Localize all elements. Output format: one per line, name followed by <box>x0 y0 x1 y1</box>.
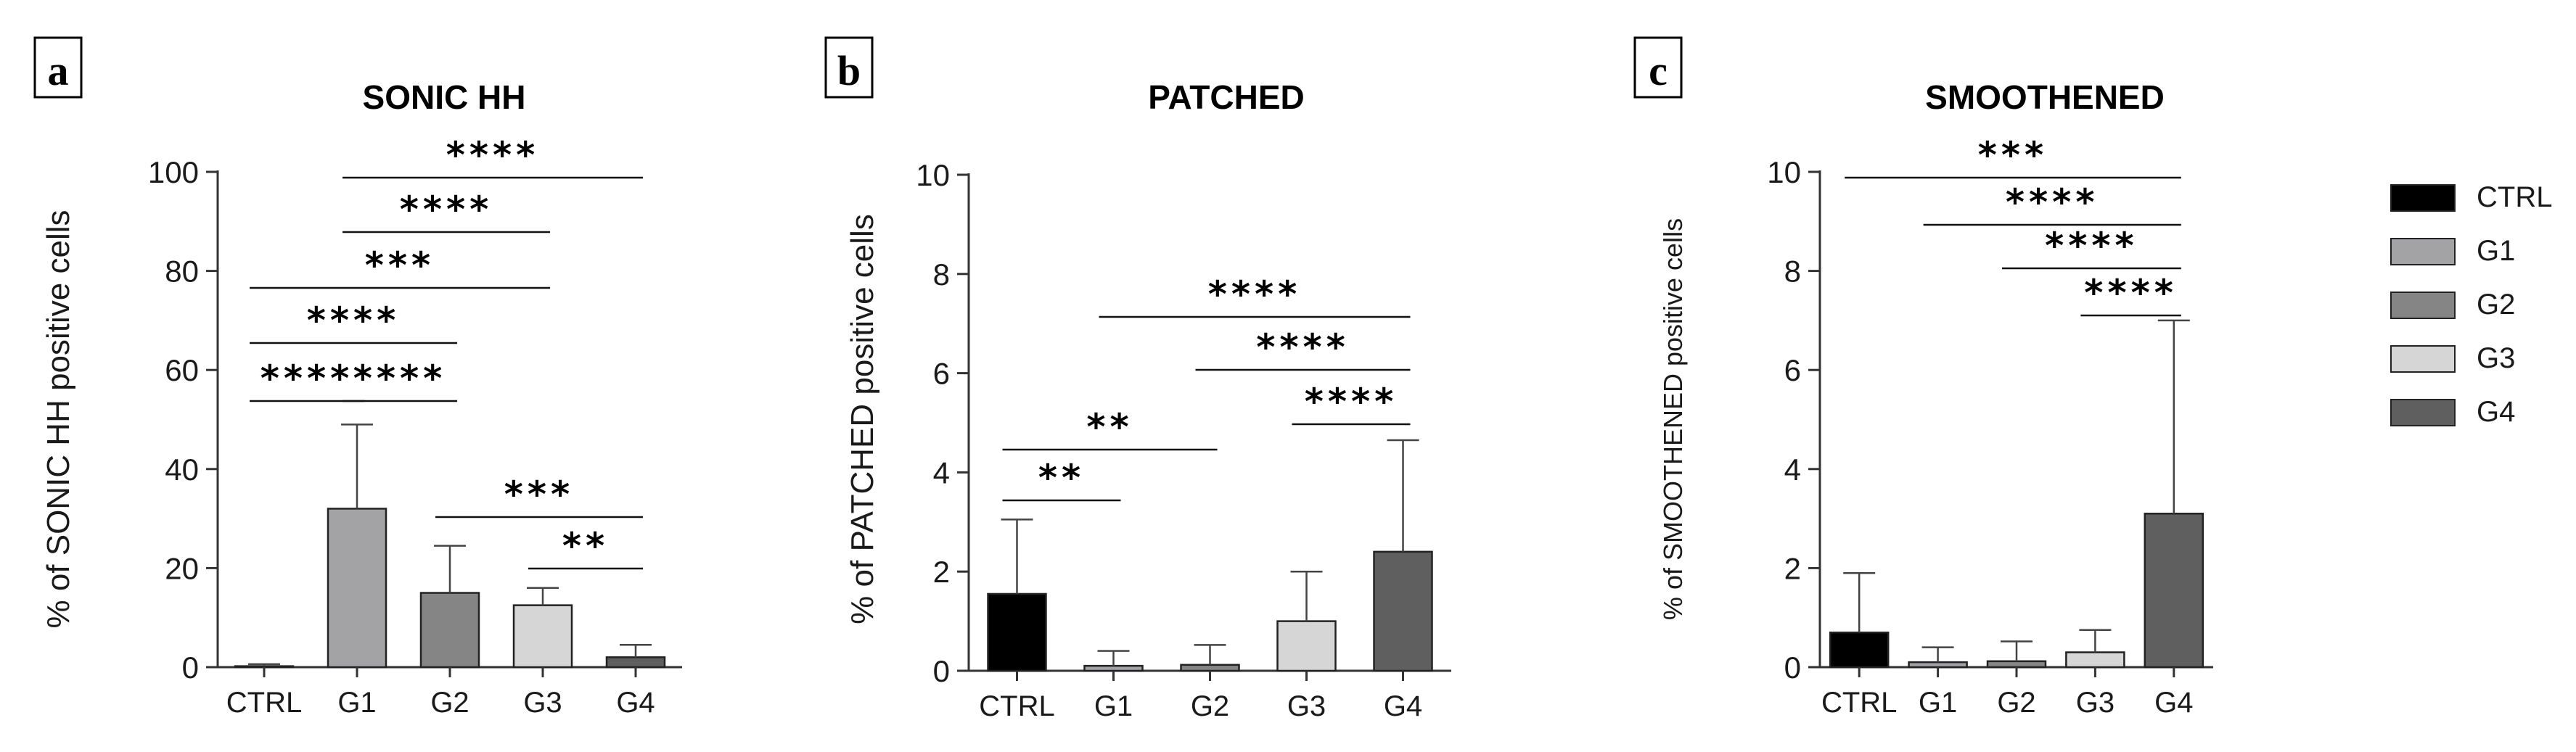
y-tick-label: 40 <box>165 453 199 487</box>
x-tick-label: CTRL <box>226 687 302 719</box>
significance-stars: **** <box>261 358 354 400</box>
legend-label: G4 <box>2477 396 2515 428</box>
y-tick-label: 10 <box>1767 155 1801 189</box>
x-tick-label: G4 <box>1384 690 1422 722</box>
chart-panel-c: c SMOOTHENED % of SMOOTHENED positive cell… <box>1633 36 2213 719</box>
y-tick-label: 10 <box>916 158 950 192</box>
legend-swatch <box>2390 184 2456 212</box>
x-tick-label: G4 <box>616 687 655 719</box>
significance-stars: ** <box>1086 406 1133 448</box>
significance-stars: *** <box>504 474 574 516</box>
significance-stars: **** <box>400 189 493 231</box>
significance-stars: **** <box>1208 273 1302 315</box>
bar-g2 <box>419 592 480 669</box>
bar-g3 <box>1276 620 1337 672</box>
x-tick-label: G3 <box>523 687 562 719</box>
chart-panel-b: b PATCHED % of PATCHED positive cells 0 2 4 6 8… <box>824 36 1451 722</box>
y-tick-label: 0 <box>1784 650 1801 685</box>
x-tick-label: G1 <box>337 687 376 719</box>
bar-ctrl <box>987 592 1047 672</box>
y-tick-label: 0 <box>182 650 199 685</box>
y-tick-label: 60 <box>165 353 199 387</box>
legend: CTRL G1 G2 G3 G4 <box>2390 181 2552 428</box>
significance-stars: **** <box>2084 272 2178 314</box>
panel-letter: a <box>48 47 69 94</box>
bar-g1 <box>1083 664 1144 672</box>
y-axis-label: % of SONIC HH positive cells <box>41 210 76 628</box>
y-tick-label: 2 <box>933 555 950 589</box>
y-tick-label: 4 <box>933 455 950 489</box>
panel-letter-box <box>824 36 874 99</box>
chart-panel-a: a SONIC HH % of SONIC HH positive cells 0 20… <box>33 36 682 719</box>
significance-stars: *** <box>365 244 435 286</box>
y-axis-label: % of PATCHED positive cells <box>845 214 880 624</box>
legend-swatch <box>2390 238 2456 265</box>
legend-label: G3 <box>2477 342 2515 374</box>
y-tick-label: 6 <box>1784 353 1801 387</box>
chart-title: SONIC HH <box>363 78 526 116</box>
bar-g2 <box>1986 660 2047 669</box>
bar-g4 <box>605 656 666 669</box>
legend-item-g2: G2 <box>2390 289 2515 321</box>
y-tick-label: 8 <box>933 257 950 292</box>
bar-g1 <box>1908 661 1968 669</box>
legend-swatch <box>2390 292 2456 319</box>
significance-stars: **** <box>2045 225 2138 267</box>
legend-label: CTRL <box>2477 181 2552 213</box>
panel-letter: b <box>837 47 861 94</box>
bar-ctrl <box>234 665 295 669</box>
y-tick-label: 8 <box>1784 255 1801 289</box>
significance-stars: **** <box>307 299 401 342</box>
y-tick-label: 80 <box>165 255 199 289</box>
x-tick-label: G2 <box>1997 687 2035 719</box>
bar-ctrl <box>1829 631 1890 669</box>
y-tick-label: 100 <box>148 155 199 189</box>
y-tick-label: 0 <box>933 654 950 688</box>
x-tick-label: G2 <box>430 687 469 719</box>
significance-stars: **** <box>1256 326 1350 368</box>
significance-stars: **** <box>446 134 540 176</box>
y-axis-label: % of SMOOTHENED positive cells <box>1658 218 1688 620</box>
significance-stars: **** <box>2006 181 2099 223</box>
x-tick-label: G3 <box>2076 687 2114 719</box>
bar-g3 <box>2065 651 2125 669</box>
x-tick-label: G3 <box>1287 690 1326 722</box>
legend-swatch <box>2390 399 2456 426</box>
legend-label: G1 <box>2477 235 2515 267</box>
chart-title: SMOOTHENED <box>1925 78 2165 116</box>
x-tick-label: G1 <box>1919 687 1957 719</box>
y-tick-label: 2 <box>1784 551 1801 585</box>
y-tick-label: 6 <box>933 357 950 391</box>
significance-stars: *** <box>1978 134 2048 176</box>
x-tick-label: CTRL <box>979 690 1054 722</box>
bar-g4 <box>1373 550 1433 672</box>
x-tick-label: CTRL <box>1821 687 1897 719</box>
bar-g2 <box>1180 664 1240 672</box>
legend-item-g4: G4 <box>2390 396 2515 428</box>
chart-title: PATCHED <box>1148 78 1305 116</box>
legend-label: G2 <box>2477 289 2515 321</box>
legend-item-g3: G3 <box>2390 342 2515 374</box>
legend-item-g1: G1 <box>2390 235 2515 267</box>
bar-g4 <box>2144 513 2204 669</box>
bar-g3 <box>512 604 573 669</box>
legend-item-ctrl: CTRL <box>2390 181 2552 213</box>
x-tick-label: G4 <box>2154 687 2193 719</box>
y-tick-label: 4 <box>1784 453 1801 487</box>
x-tick-label: G1 <box>1094 690 1133 722</box>
x-tick-label: G2 <box>1191 690 1229 722</box>
significance-stars: **** <box>353 358 447 400</box>
significance-stars: ** <box>1038 457 1085 499</box>
y-tick-label: 20 <box>165 551 199 585</box>
bar-g1 <box>327 508 387 669</box>
panel-letter-box <box>1633 36 1683 99</box>
panel-letter: c <box>1649 47 1668 94</box>
panel-letter-box <box>33 36 83 99</box>
legend-swatch <box>2390 345 2456 373</box>
significance-stars: ** <box>562 525 609 567</box>
significance-stars: **** <box>1305 381 1398 423</box>
